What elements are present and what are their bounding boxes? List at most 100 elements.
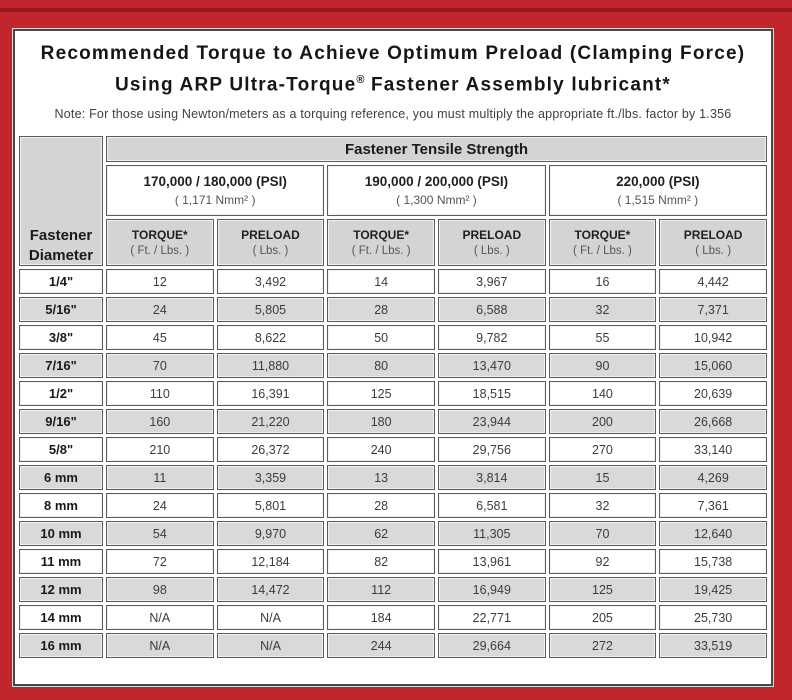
registered-trademark-symbol: ® — [356, 74, 365, 86]
value-cell: 26,668 — [659, 409, 767, 435]
torque-column-header: TORQUE* ( Ft. / Lbs. ) — [327, 219, 435, 267]
page-title-line2: Using ARP Ultra-Torque® Fastener Assembl… — [15, 67, 771, 98]
psi-label: 190,000 / 200,000 (PSI) — [364, 174, 509, 190]
table-row: 7/16" 70 11,880 80 13,470 90 15,060 — [19, 353, 767, 379]
title-line2-text-after: Fastener Assembly lubricant* — [364, 74, 672, 96]
title-line2-text: Using ARP Ultra-Torque — [114, 74, 357, 96]
preload-unit-label: ( Lbs. ) — [695, 245, 732, 258]
table-row: 10 mm 54 9,970 62 11,305 70 12,640 — [19, 521, 767, 547]
fastener-diameter-header-line1: Fastener — [29, 227, 93, 245]
value-cell: 272 — [548, 633, 657, 659]
table-row: 6 mm 11 3,359 13 3,814 15 4,269 — [19, 465, 767, 491]
value-cell: 270 — [548, 437, 657, 463]
value-cell: 6,588 — [437, 297, 546, 323]
value-cell: 80 — [327, 353, 435, 379]
value-cell: N/A — [106, 605, 214, 631]
table-row: 8 mm 24 5,801 28 6,581 32 7,361 — [19, 493, 767, 519]
preload-column-header: PRELOAD ( Lbs. ) — [216, 219, 325, 267]
value-cell: 15,738 — [659, 549, 767, 575]
torque-preload-table: Fastener Diameter Fastener Tensile Stren… — [16, 133, 770, 661]
page-title-line1: Recommended Torque to Achieve Optimum Pr… — [40, 43, 746, 64]
diameter-cell: 3/8" — [19, 325, 103, 351]
value-cell: 32 — [548, 493, 657, 519]
value-cell: 205 — [548, 605, 657, 631]
table-row: 9/16" 160 21,220 180 23,944 200 26,668 — [19, 409, 767, 435]
psi-label: 220,000 (PSI) — [616, 174, 700, 190]
table-header: Fastener Diameter Fastener Tensile Stren… — [19, 136, 767, 267]
value-cell: 3,359 — [216, 465, 325, 491]
value-cell: 90 — [548, 353, 657, 379]
psi-group-170-180: 170,000 / 180,000 (PSI) ( 1,171 Nmm² ) — [106, 165, 325, 217]
value-cell: 5,805 — [216, 297, 325, 323]
fastener-diameter-header: Fastener Diameter — [19, 136, 103, 267]
table-row: 12 mm 98 14,472 112 16,949 125 19,425 — [19, 577, 767, 603]
value-cell: 15,060 — [659, 353, 767, 379]
torque-unit-label: ( Ft. / Lbs. ) — [130, 245, 190, 258]
value-cell: 110 — [106, 381, 214, 407]
value-cell: 3,492 — [216, 269, 325, 295]
diameter-cell: 6 mm — [19, 465, 103, 491]
value-cell: 11,880 — [216, 353, 325, 379]
preload-column-header: PRELOAD ( Lbs. ) — [437, 219, 546, 267]
value-cell: 125 — [548, 577, 657, 603]
diameter-cell: 9/16" — [19, 409, 103, 435]
diameter-cell: 14 mm — [19, 605, 103, 631]
value-cell: 9,970 — [216, 521, 325, 547]
value-cell: 7,371 — [659, 297, 767, 323]
diameter-cell: 5/8" — [19, 437, 103, 463]
value-cell: 32 — [548, 297, 657, 323]
value-cell: 5,801 — [216, 493, 325, 519]
psi-group-220: 220,000 (PSI) ( 1,515 Nmm² ) — [548, 165, 767, 217]
torque-label: TORQUE* — [353, 228, 410, 243]
value-cell: 24 — [106, 493, 214, 519]
value-cell: 140 — [548, 381, 657, 407]
value-cell: 7,361 — [659, 493, 767, 519]
value-cell: 13 — [327, 465, 435, 491]
value-cell: 240 — [327, 437, 435, 463]
value-cell: 55 — [548, 325, 657, 351]
value-cell: 11,305 — [437, 521, 546, 547]
table-row: 14 mm N/A N/A 184 22,771 205 25,730 — [19, 605, 767, 631]
diameter-cell: 7/16" — [19, 353, 103, 379]
preload-label: PRELOAD — [683, 228, 743, 243]
value-cell: 244 — [327, 633, 435, 659]
value-cell: 11 — [106, 465, 214, 491]
value-cell: 4,442 — [659, 269, 767, 295]
diameter-cell: 16 mm — [19, 633, 103, 659]
value-cell: 112 — [327, 577, 435, 603]
preload-label: PRELOAD — [462, 228, 522, 243]
diameter-cell: 1/2" — [19, 381, 103, 407]
value-cell: 24 — [106, 297, 214, 323]
value-cell: 16,391 — [216, 381, 325, 407]
nmm-label: ( 1,515 Nmm² ) — [617, 193, 699, 208]
diameter-cell: 5/16" — [19, 297, 103, 323]
torque-column-header: TORQUE* ( Ft. / Lbs. ) — [106, 219, 214, 267]
preload-unit-label: ( Lbs. ) — [473, 245, 510, 258]
table-row: 1/4" 12 3,492 14 3,967 16 4,442 — [19, 269, 767, 295]
nmm-label: ( 1,300 Nmm² ) — [396, 193, 477, 208]
value-cell: 13,961 — [437, 549, 546, 575]
preload-column-header: PRELOAD ( Lbs. ) — [659, 219, 767, 267]
value-cell: 62 — [327, 521, 435, 547]
conversion-note: Note: For those using Newton/meters as a… — [54, 107, 732, 122]
value-cell: 29,664 — [437, 633, 546, 659]
value-cell: 54 — [106, 521, 214, 547]
fastener-diameter-header-line2: Diameter — [28, 246, 94, 264]
table-row: 5/16" 24 5,805 28 6,588 32 7,371 — [19, 297, 767, 323]
value-cell: 12 — [106, 269, 214, 295]
value-cell: 29,756 — [437, 437, 546, 463]
value-cell: 16,949 — [437, 577, 546, 603]
psi-group-row: 170,000 / 180,000 (PSI) ( 1,171 Nmm² ) 1… — [19, 165, 767, 217]
value-cell: 72 — [106, 549, 214, 575]
torque-unit-label: ( Ft. / Lbs. ) — [573, 245, 632, 258]
value-cell: 10,942 — [659, 325, 767, 351]
value-cell: 9,782 — [437, 325, 546, 351]
nmm-label: ( 1,171 Nmm² ) — [174, 193, 256, 208]
table-row: 16 mm N/A N/A 244 29,664 272 33,519 — [19, 633, 767, 659]
preload-unit-label: ( Lbs. ) — [252, 245, 289, 258]
table-body: 1/4" 12 3,492 14 3,967 16 4,442 5/16" 24 5,805 28 6… — [19, 269, 767, 659]
diameter-cell: 11 mm — [19, 549, 103, 575]
column-header-row: TORQUE* ( Ft. / Lbs. ) PRELOAD ( Lbs. ) … — [19, 219, 767, 267]
value-cell: N/A — [216, 605, 325, 631]
value-cell: 28 — [327, 493, 435, 519]
